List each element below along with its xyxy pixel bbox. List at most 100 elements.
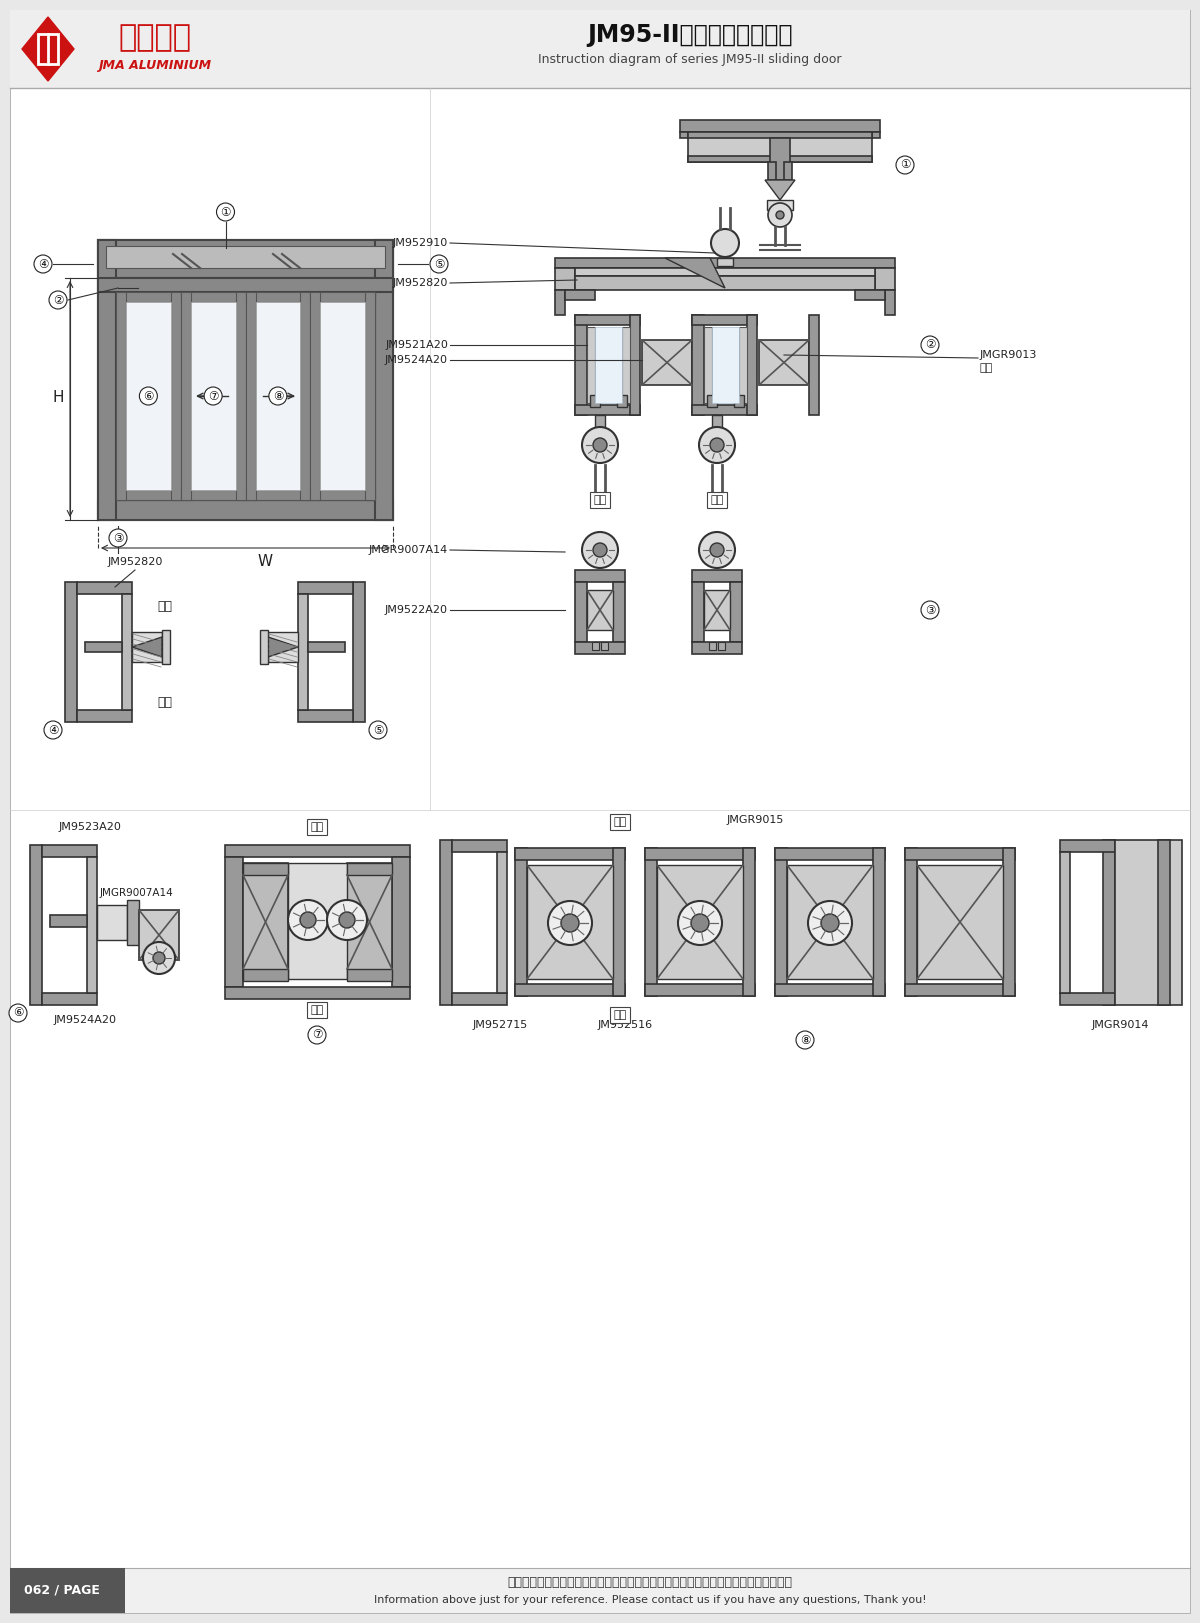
Circle shape xyxy=(300,912,316,928)
Bar xyxy=(65,583,77,722)
Bar xyxy=(242,969,288,980)
Polygon shape xyxy=(22,16,74,81)
Bar xyxy=(515,847,625,860)
Bar xyxy=(77,583,132,594)
Text: Instruction diagram of series JM95-II sliding door: Instruction diagram of series JM95-II sl… xyxy=(539,54,841,67)
Bar xyxy=(10,1568,125,1613)
Circle shape xyxy=(44,721,62,738)
Circle shape xyxy=(562,914,580,932)
Bar xyxy=(613,583,625,643)
Bar xyxy=(50,915,88,927)
Text: 室内: 室内 xyxy=(157,601,173,613)
Bar xyxy=(10,10,1190,88)
Bar xyxy=(854,291,886,300)
Bar xyxy=(235,292,246,500)
Circle shape xyxy=(710,544,724,557)
Bar xyxy=(311,292,374,302)
Bar xyxy=(905,847,917,997)
Circle shape xyxy=(593,438,607,451)
Text: 图中所示型材截面、装配、编号、尺寸及重量仅供参考。如有疑问，请向本公司查询。: 图中所示型材截面、装配、编号、尺寸及重量仅供参考。如有疑问，请向本公司查询。 xyxy=(508,1576,792,1589)
Text: ①: ① xyxy=(221,206,230,219)
Polygon shape xyxy=(132,636,162,657)
Bar xyxy=(311,292,374,500)
Bar xyxy=(515,847,527,997)
Bar xyxy=(347,863,392,979)
Circle shape xyxy=(139,386,157,406)
Bar xyxy=(775,847,787,997)
Bar xyxy=(874,847,886,997)
Text: 室内: 室内 xyxy=(613,816,626,828)
Bar xyxy=(658,865,743,979)
Text: ⑧: ⑧ xyxy=(272,390,283,403)
Bar xyxy=(718,643,725,649)
Bar xyxy=(646,984,755,997)
Text: 室外: 室外 xyxy=(613,1010,626,1019)
Text: ②: ② xyxy=(53,294,64,307)
Bar xyxy=(905,984,1015,997)
Circle shape xyxy=(308,1026,326,1044)
Text: ⑥: ⑥ xyxy=(143,390,154,403)
Bar xyxy=(132,631,162,662)
Bar xyxy=(886,291,895,315)
Bar xyxy=(730,583,742,643)
Bar xyxy=(739,326,746,403)
Text: ④: ④ xyxy=(37,258,48,271)
Bar xyxy=(610,815,630,829)
Text: JMGR9014: JMGR9014 xyxy=(1091,1019,1148,1031)
Bar xyxy=(191,302,235,490)
Bar xyxy=(592,643,599,649)
Bar xyxy=(1060,993,1115,1005)
Text: ①: ① xyxy=(900,159,911,172)
Bar xyxy=(712,326,739,403)
Bar xyxy=(246,490,311,500)
Bar xyxy=(30,846,42,1005)
Polygon shape xyxy=(665,258,725,287)
Text: JM9524A20: JM9524A20 xyxy=(54,1014,116,1026)
Text: 室内: 室内 xyxy=(593,495,607,505)
Bar xyxy=(707,394,718,407)
Bar xyxy=(392,857,410,987)
Bar xyxy=(770,138,790,180)
Bar xyxy=(181,292,246,302)
Text: JMGR9015: JMGR9015 xyxy=(726,815,784,824)
Bar xyxy=(1103,841,1115,1005)
Bar xyxy=(575,583,587,643)
Bar xyxy=(353,583,365,722)
Bar xyxy=(116,490,181,500)
Bar xyxy=(374,240,394,519)
Text: H: H xyxy=(53,391,64,406)
Bar xyxy=(527,865,613,979)
Text: W: W xyxy=(258,555,274,570)
Circle shape xyxy=(109,529,127,547)
Bar xyxy=(1115,841,1182,1005)
Bar xyxy=(617,394,628,407)
Circle shape xyxy=(216,203,234,221)
Bar xyxy=(298,583,353,594)
Bar xyxy=(106,247,385,268)
Text: ⑧: ⑧ xyxy=(799,1034,810,1047)
Bar xyxy=(595,326,622,403)
Bar xyxy=(743,847,755,997)
Bar xyxy=(688,131,872,138)
Text: JM9524A20: JM9524A20 xyxy=(385,355,448,365)
Bar xyxy=(688,156,872,162)
Text: JM9522A20: JM9522A20 xyxy=(385,605,448,615)
Bar xyxy=(610,1006,630,1022)
Circle shape xyxy=(710,438,724,451)
Bar xyxy=(246,292,256,500)
Bar xyxy=(554,291,565,315)
Circle shape xyxy=(548,901,592,945)
Bar xyxy=(300,292,311,500)
Circle shape xyxy=(204,386,222,406)
Bar xyxy=(554,258,895,268)
Bar xyxy=(242,863,288,979)
Bar xyxy=(515,984,625,997)
Bar xyxy=(246,292,311,302)
Bar xyxy=(680,131,688,138)
Text: JM952910: JM952910 xyxy=(392,239,448,248)
Bar xyxy=(601,643,608,649)
Text: JMGR9007A14: JMGR9007A14 xyxy=(368,545,448,555)
Bar xyxy=(784,162,792,180)
Bar xyxy=(347,863,392,875)
Bar xyxy=(116,292,126,500)
